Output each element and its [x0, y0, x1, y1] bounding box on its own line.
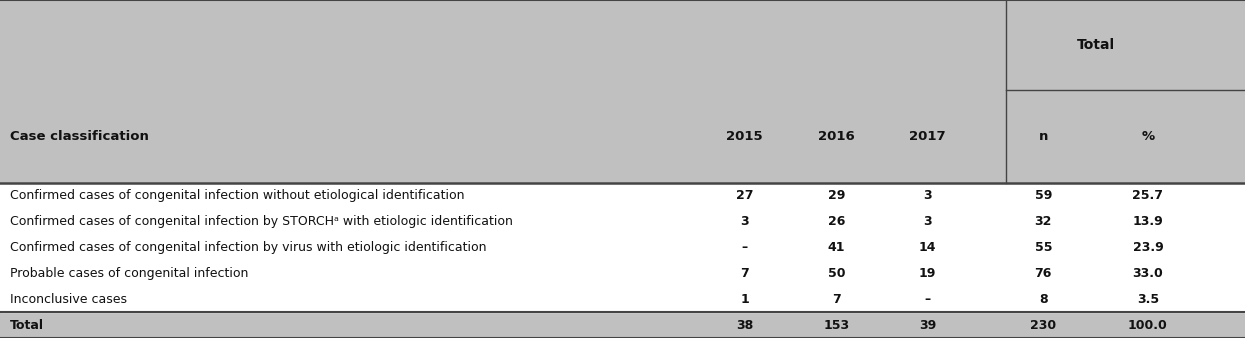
Text: 27: 27	[736, 189, 753, 202]
Text: 2015: 2015	[726, 129, 763, 143]
Text: 23.9: 23.9	[1133, 241, 1163, 254]
Text: Inconclusive cases: Inconclusive cases	[10, 293, 127, 306]
Text: Case classification: Case classification	[10, 129, 149, 143]
Text: 76: 76	[1035, 267, 1052, 280]
Text: 13.9: 13.9	[1133, 215, 1163, 228]
Text: 8: 8	[1040, 293, 1047, 306]
Text: –: –	[925, 293, 930, 306]
Text: –: –	[742, 241, 747, 254]
Bar	[0, 286, 1245, 312]
Text: 14: 14	[919, 241, 936, 254]
Text: 2017: 2017	[909, 129, 946, 143]
Text: 25.7: 25.7	[1133, 189, 1163, 202]
Text: 38: 38	[736, 318, 753, 332]
Text: 39: 39	[919, 318, 936, 332]
Text: 41: 41	[828, 241, 845, 254]
Text: 1: 1	[740, 293, 749, 306]
Text: Probable cases of congenital infection: Probable cases of congenital infection	[10, 267, 248, 280]
Bar	[0, 0, 1245, 183]
Text: 59: 59	[1035, 189, 1052, 202]
Text: 3.5: 3.5	[1137, 293, 1159, 306]
Text: 100.0: 100.0	[1128, 318, 1168, 332]
Text: 19: 19	[919, 267, 936, 280]
Bar	[0, 209, 1245, 234]
Text: Total: Total	[10, 318, 44, 332]
Text: Confirmed cases of congenital infection by STORCHᵃ with etiologic identification: Confirmed cases of congenital infection …	[10, 215, 513, 228]
Text: 33.0: 33.0	[1133, 267, 1163, 280]
Text: 26: 26	[828, 215, 845, 228]
Bar	[0, 312, 1245, 338]
Bar	[0, 260, 1245, 286]
Text: Confirmed cases of congenital infection without etiological identification: Confirmed cases of congenital infection …	[10, 189, 464, 202]
Text: 2016: 2016	[818, 129, 855, 143]
Text: 3: 3	[924, 189, 931, 202]
Bar	[0, 183, 1245, 209]
Text: 32: 32	[1035, 215, 1052, 228]
Text: 7: 7	[832, 293, 842, 306]
Text: 55: 55	[1035, 241, 1052, 254]
Text: n: n	[1038, 129, 1048, 143]
Text: %: %	[1142, 129, 1154, 143]
Bar	[0, 234, 1245, 260]
Text: 29: 29	[828, 189, 845, 202]
Text: 3: 3	[741, 215, 748, 228]
Text: 3: 3	[924, 215, 931, 228]
Text: Total: Total	[1077, 38, 1114, 52]
Text: 230: 230	[1031, 318, 1056, 332]
Text: 153: 153	[824, 318, 849, 332]
Text: Confirmed cases of congenital infection by virus with etiologic identification: Confirmed cases of congenital infection …	[10, 241, 487, 254]
Text: 7: 7	[740, 267, 749, 280]
Text: 50: 50	[828, 267, 845, 280]
